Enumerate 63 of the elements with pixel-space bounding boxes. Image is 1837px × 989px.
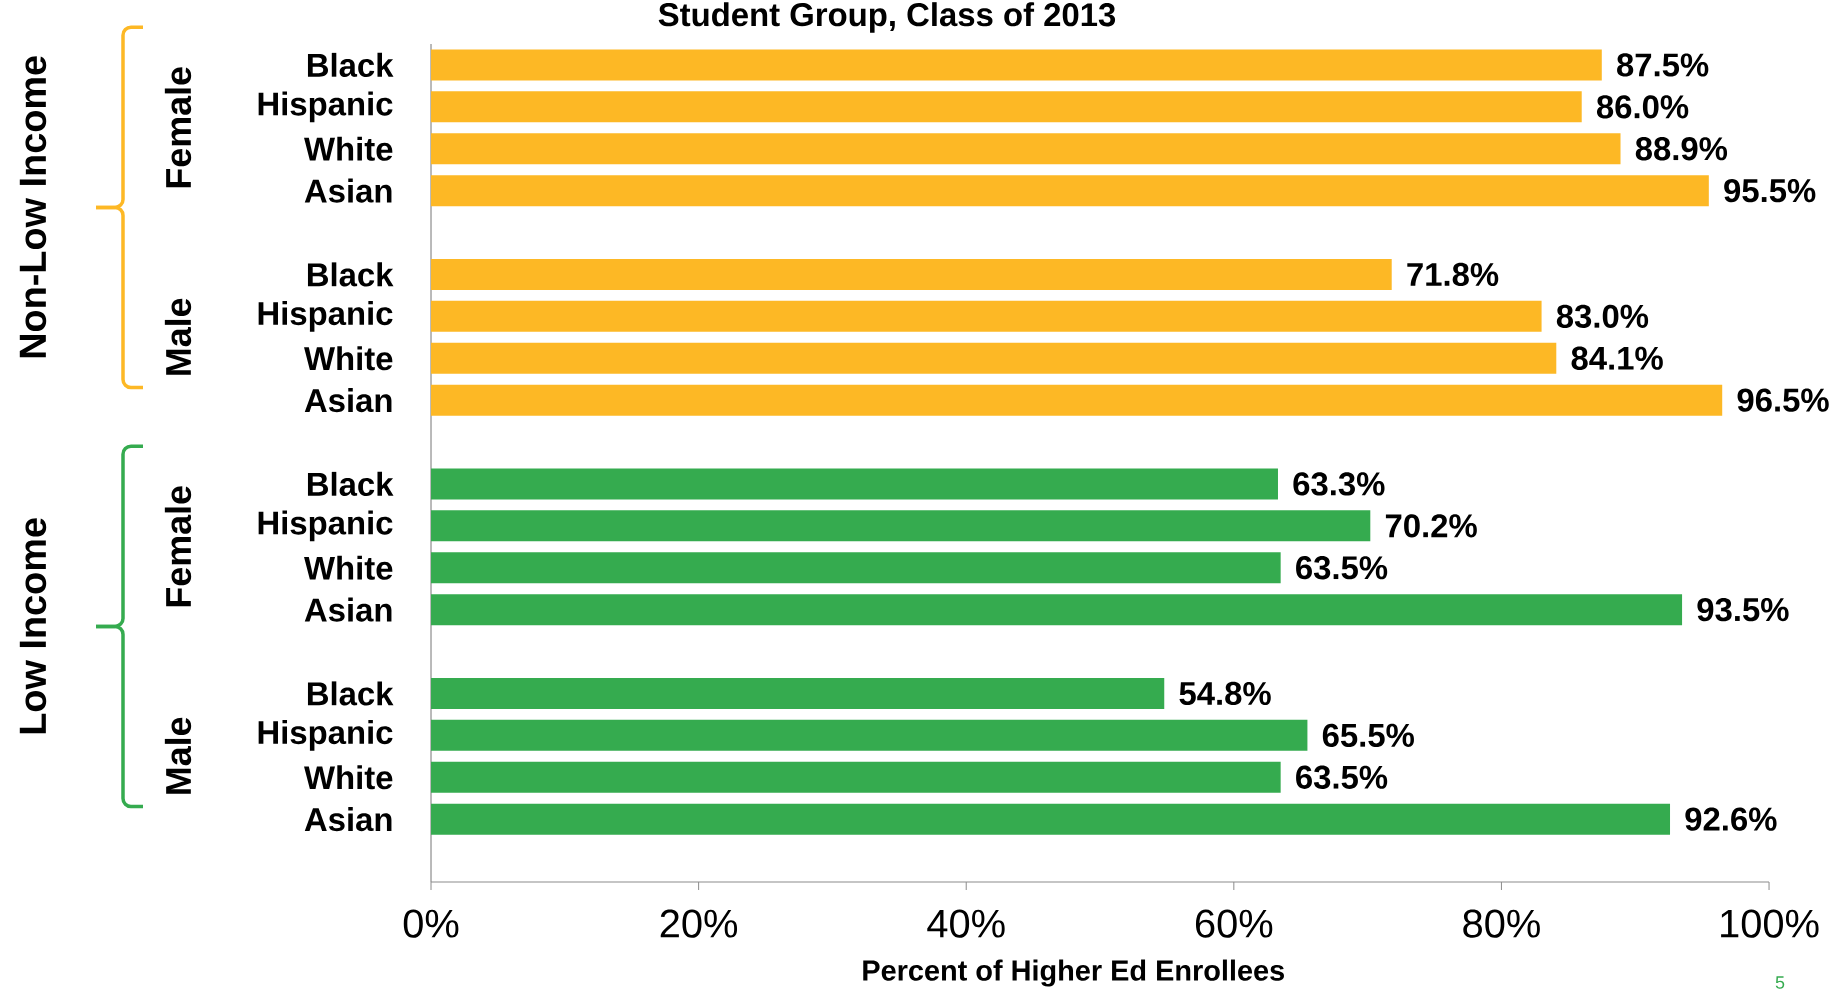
data-label: 88.9% — [1635, 137, 1728, 161]
x-tick-label: 40% — [927, 909, 1005, 938]
bar — [431, 552, 1281, 584]
text: Female — [164, 486, 192, 607]
bar — [431, 133, 1621, 165]
data-label: 54.8% — [1179, 681, 1271, 706]
y-tick-label: Hispanic — [258, 301, 393, 332]
data-label: 71.8% — [1407, 262, 1499, 287]
bar — [431, 384, 1723, 416]
y-tick-label: Black — [307, 471, 394, 497]
x-tick-label: 80% — [1463, 909, 1540, 938]
data-label: 92.6% — [1685, 807, 1777, 831]
data-label: 87.5% — [1617, 53, 1709, 77]
data-label: 86.0% — [1596, 95, 1689, 119]
y-tick-label: White — [304, 136, 393, 161]
bar — [431, 91, 1582, 123]
y-tick-label: White — [304, 555, 393, 580]
x-tick-label: 20% — [660, 909, 738, 938]
data-label: 96.5% — [1737, 388, 1829, 412]
y-tick-label: White — [304, 346, 393, 371]
x-tick-label: 0% — [403, 909, 459, 938]
bar — [431, 49, 1602, 81]
text: Non-Low Income — [19, 56, 47, 358]
text: 5 — [1775, 976, 1785, 989]
bar — [431, 175, 1709, 207]
data-label: 63.5% — [1296, 556, 1388, 580]
bar — [431, 468, 1278, 500]
data-label: 70.2% — [1385, 514, 1477, 538]
bar — [431, 258, 1392, 290]
y-tick-label: White — [304, 765, 393, 790]
text: Female — [164, 67, 192, 188]
data-label: 65.5% — [1322, 723, 1414, 747]
y-tick-label: Black — [307, 681, 394, 706]
y-tick-label: Asian — [304, 178, 392, 203]
text: Low Income — [19, 518, 47, 734]
chart-title: Student Group, Class of 2013 — [658, 2, 1116, 33]
bar — [431, 719, 1308, 751]
y-tick-label: Asian — [304, 807, 392, 832]
y-tick-label: Hispanic — [258, 91, 393, 123]
data-label: 63.3% — [1293, 472, 1385, 496]
bar — [431, 510, 1371, 542]
y-tick-label: Asian — [304, 388, 392, 413]
bar — [431, 677, 1165, 709]
y-tick-label: Black — [307, 52, 394, 78]
data-label: 63.5% — [1296, 765, 1388, 789]
bar — [431, 342, 1557, 374]
text: Male — [164, 298, 192, 375]
data-label: 84.1% — [1571, 346, 1663, 370]
y-tick-label: Hispanic — [258, 720, 393, 751]
y-tick-label: Black — [307, 262, 394, 287]
y-tick-label: Asian — [304, 597, 392, 622]
bar — [431, 594, 1683, 626]
data-label: 83.0% — [1556, 304, 1649, 329]
text: Male — [164, 717, 192, 794]
bar — [431, 803, 1671, 835]
bar — [431, 300, 1542, 332]
data-label: 93.5% — [1697, 597, 1789, 622]
data-label: 95.5% — [1724, 179, 1816, 203]
x-tick-label: 100% — [1721, 909, 1819, 938]
x-axis-title: Percent of Higher Ed Enrollees — [863, 959, 1284, 987]
y-tick-label: Hispanic — [258, 510, 393, 542]
x-tick-label: 60% — [1195, 909, 1273, 938]
bar — [431, 761, 1281, 793]
